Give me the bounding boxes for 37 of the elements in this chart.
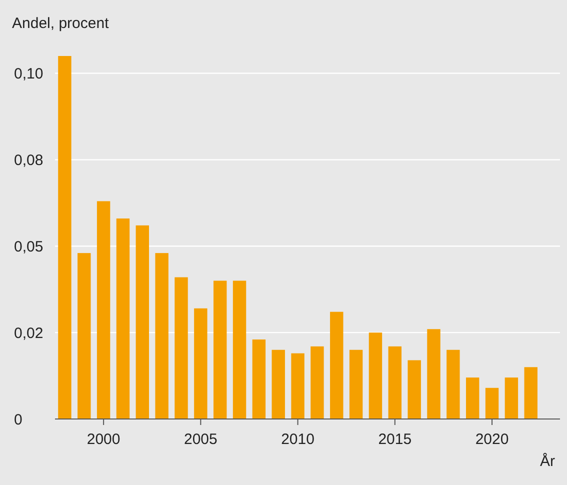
bar — [446, 350, 460, 419]
y-tick-label: 0,08 — [14, 152, 44, 169]
x-axis-title: År — [540, 452, 556, 470]
y-tick-label: 0,10 — [14, 66, 44, 83]
y-tick-label: 0,05 — [14, 238, 44, 256]
y-tick-label: 0 — [14, 411, 22, 428]
bar — [485, 388, 499, 419]
bar — [174, 277, 188, 419]
bar — [252, 339, 266, 419]
bar — [388, 346, 402, 419]
x-tick-label: 2005 — [184, 431, 218, 448]
bar — [466, 378, 480, 419]
bar — [310, 346, 324, 419]
bar — [330, 312, 344, 419]
x-tick-label: 2010 — [281, 431, 314, 448]
y-tick-label: 0,02 — [14, 324, 44, 342]
x-tick-label: 2000 — [86, 431, 120, 448]
bar — [272, 350, 285, 419]
bar — [291, 353, 304, 419]
bar — [427, 329, 440, 419]
x-tick-label: 2020 — [475, 431, 509, 448]
y-axis-title: Andel, procent — [12, 15, 110, 32]
bar — [155, 253, 168, 419]
bar — [504, 378, 518, 419]
bar — [232, 280, 246, 419]
bar — [524, 367, 538, 419]
bar — [96, 201, 110, 419]
bar — [136, 225, 150, 419]
bar — [58, 56, 72, 419]
bar — [213, 280, 227, 419]
bar — [408, 360, 421, 419]
x-tick-label: 2015 — [378, 431, 412, 448]
bar — [78, 253, 91, 419]
bar — [349, 350, 363, 419]
bar — [368, 332, 382, 419]
bar — [116, 218, 130, 419]
bar — [194, 308, 208, 419]
